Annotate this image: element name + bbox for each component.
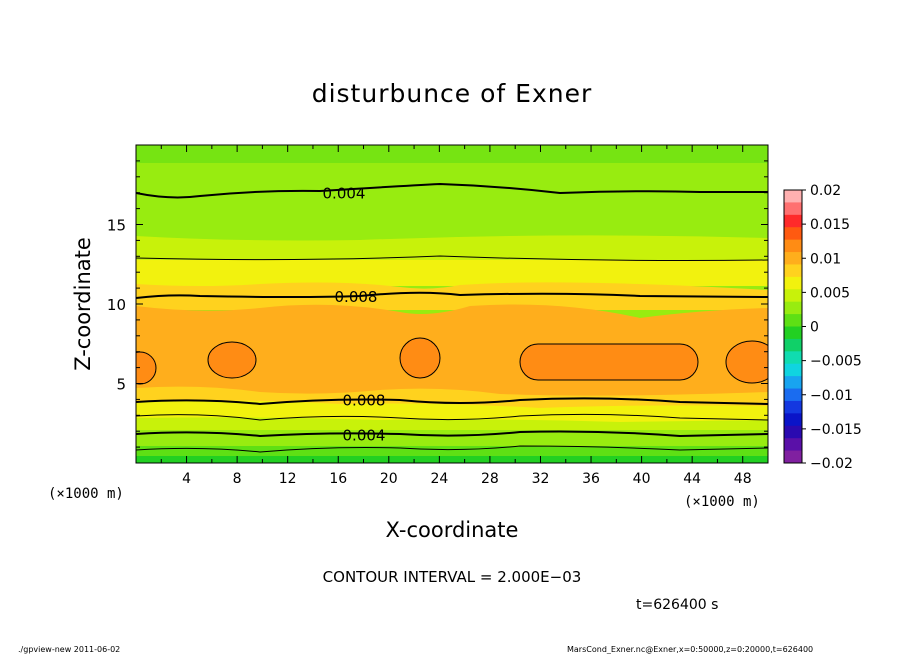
contour-line <box>136 445 768 453</box>
colorbar-swatch <box>784 227 802 241</box>
colorbar-label: −0.005 <box>810 354 862 370</box>
x-unit-right: (×1000 m) <box>684 494 760 510</box>
y-axis: 5 10 15 <box>107 160 768 448</box>
x-tick-label: 24 <box>430 471 448 487</box>
cell <box>519 343 699 381</box>
colorbar-label: 0.005 <box>810 285 850 301</box>
x-tick-label: 44 <box>683 471 701 487</box>
colorbar-swatch <box>784 438 802 452</box>
colorbar-swatch <box>784 239 802 253</box>
band <box>136 260 768 286</box>
colorbar-label: −0.01 <box>810 388 853 404</box>
time-label: t=626400 s <box>636 597 718 613</box>
contour-line <box>136 430 768 438</box>
plot-area <box>136 145 768 463</box>
contour-line <box>136 413 768 421</box>
colorbar-swatch <box>784 425 802 439</box>
colorbar-swatch <box>784 376 802 390</box>
x-axis: 4 8 12 16 20 24 28 32 36 40 44 48 <box>160 145 752 487</box>
band <box>136 235 768 262</box>
contour-line <box>136 255 768 261</box>
colorbar-swatch <box>784 252 802 265</box>
contour-line <box>136 291 768 299</box>
contour-label: 0.004 <box>323 185 366 203</box>
colorbar-swatch <box>784 450 802 464</box>
colorbar-swatch <box>784 276 802 290</box>
band <box>136 446 768 458</box>
band <box>136 282 768 310</box>
colorbar-swatch <box>784 400 802 414</box>
contour-label: 0.008 <box>343 391 386 409</box>
colorbar-swatch <box>784 338 802 352</box>
cell <box>207 341 257 379</box>
colorbar-swatch <box>784 264 802 278</box>
y-tick-label: 15 <box>107 217 126 235</box>
x-tick-label: 48 <box>734 471 752 487</box>
band <box>136 400 768 422</box>
y-axis-label: Z-coordinate <box>71 237 95 371</box>
contour-interval: CONTOUR INTERVAL = 2.000E−03 <box>323 568 582 586</box>
contour-label: 0.008 <box>335 288 378 306</box>
x-tick-label: 40 <box>633 471 651 487</box>
x-tick-label: 20 <box>380 471 398 487</box>
colorbar-label: 0.015 <box>810 217 850 233</box>
colorbar-label: 0 <box>810 320 819 336</box>
y-tick-label: 5 <box>116 376 126 394</box>
x-tick-label: 28 <box>481 471 499 487</box>
colorbar-swatch <box>784 301 802 315</box>
cell <box>725 340 768 384</box>
colorbar-swatch <box>784 289 802 303</box>
x-tick-label: 4 <box>182 471 191 487</box>
colorbar-swatch <box>784 413 802 427</box>
script-info: ./gpview-new 2011-06-02 <box>18 645 120 654</box>
colorbar-swatch <box>784 314 802 327</box>
band <box>136 145 768 163</box>
band <box>136 417 768 432</box>
file-info: MarsCond_Exner.nc@Exner,x=0:50000,z=0:20… <box>567 645 813 654</box>
colorbar-label: 0.01 <box>810 251 841 267</box>
chart-title: disturbunce of Exner <box>312 79 593 108</box>
band <box>136 456 768 463</box>
contour-labels: 0.004 0.008 0.008 0.004 <box>323 185 386 445</box>
cell <box>399 337 441 379</box>
y-tick-label: 10 <box>107 296 126 314</box>
x-tick-label: 36 <box>582 471 600 487</box>
x-tick-label: 16 <box>329 471 347 487</box>
colorbar-swatch <box>784 351 802 365</box>
colorbar-swatch <box>784 388 802 402</box>
colorbar-label: 0.02 <box>810 183 841 199</box>
x-axis-label: X-coordinate <box>386 518 519 542</box>
x-tick-label: 32 <box>532 471 550 487</box>
colorbar-swatch <box>784 214 802 228</box>
colorbar-swatch <box>784 202 802 216</box>
contour-label: 0.004 <box>343 426 386 444</box>
colorbar: 0.02 0.015 0.01 0.005 0 −0.005 −0.01 −0.015 −0.0… <box>783 183 862 472</box>
contour-line <box>136 182 768 199</box>
colorbar-label: −0.015 <box>810 422 862 438</box>
x-unit-left: (×1000 m) <box>48 486 124 502</box>
colorbar-swatch <box>784 363 802 377</box>
band <box>136 163 768 241</box>
colorbar-swatch <box>784 326 802 340</box>
x-tick-label: 8 <box>233 471 242 487</box>
contour-line <box>136 397 768 406</box>
colorbar-label: −0.02 <box>810 456 853 472</box>
x-tick-label: 12 <box>279 471 297 487</box>
colorbar-swatch <box>784 190 802 203</box>
